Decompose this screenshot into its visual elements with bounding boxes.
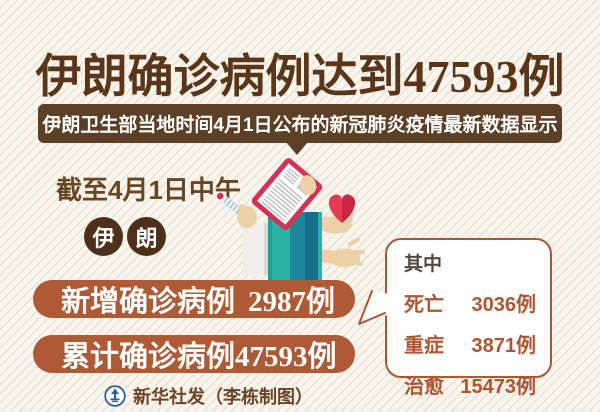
banner-pointer-triangle [286, 142, 308, 155]
doctor-body [268, 212, 322, 282]
stat-bar-label: 新增确诊病例 [61, 286, 236, 318]
breakdown-label: 死亡 [404, 294, 444, 316]
breakdown-label: 重症 [404, 335, 444, 357]
speech-bubble-tail [358, 290, 390, 325]
credit-text: 新华社发（李栋制图） [133, 387, 313, 407]
stat-bar-value: 2987例 [247, 286, 335, 318]
heart-icon [328, 194, 356, 223]
breakdown-value: 3036例 [471, 294, 537, 316]
subtitle-banner: 伊朗卫生部当地时间4月1日公布的新冠肺炎疫情最新数据显示 [38, 104, 562, 143]
country-badge-lang: 朗 [127, 217, 166, 256]
breakdown-row-cured: 治愈 15473例 [404, 370, 536, 399]
stat-bar-new-cases: 新增确诊病例 2987例 [33, 280, 355, 318]
breakdown-value: 3871例 [471, 335, 537, 357]
breakdown-value: 15473例 [460, 376, 536, 398]
country-badge-char: 伊 [92, 225, 115, 251]
breakdown-row-severe: 重症 3871例 [404, 329, 536, 358]
stat-bar-value: 47593例 [235, 341, 337, 373]
subtitle-banner-text: 伊朗卫生部当地时间4月1日公布的新冠肺炎疫情最新数据显示 [42, 115, 558, 136]
country-badge-yi: 伊 [84, 217, 123, 256]
xinhua-logo [104, 385, 126, 407]
breakdown-bubble: 其中 死亡 3036例 重症 3871例 治愈 15473例 [385, 238, 552, 398]
footer-credit: 新华社发（李栋制图） [104, 383, 313, 409]
country-badge-char: 朗 [135, 225, 158, 251]
as-of-date-label: 截至4月1日中午 [56, 175, 241, 205]
page-title: 伊朗确诊病例达到47593例 [35, 51, 565, 102]
doctor-illustration [216, 158, 365, 282]
breakdown-label: 治愈 [404, 376, 444, 398]
stat-bar-total-cases: 累计确诊病例 47593例 [33, 335, 355, 373]
stat-bar-label: 累计确诊病例 [61, 341, 236, 373]
breakdown-heading: 其中 [404, 254, 443, 275]
breakdown-row-deaths: 死亡 3036例 [404, 288, 536, 317]
